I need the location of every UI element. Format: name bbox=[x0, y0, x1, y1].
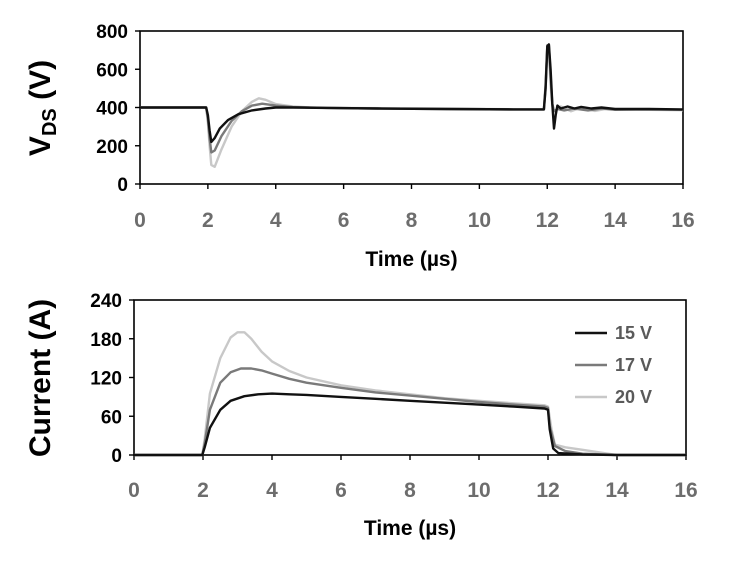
current-series-20v bbox=[134, 331, 686, 457]
current-series-15v bbox=[134, 392, 686, 457]
current-series-17v bbox=[134, 367, 686, 457]
current-x-tick-label: 2 bbox=[197, 479, 209, 502]
voltage-x-tick-label: 10 bbox=[468, 209, 491, 232]
voltage-x-tick-label: 8 bbox=[406, 209, 418, 232]
voltage-y-tick-label: 600 bbox=[96, 60, 128, 81]
current-x-tick-label: 0 bbox=[128, 479, 140, 502]
current-x-tick-label: 8 bbox=[404, 479, 416, 502]
current-y-tick-label: 0 bbox=[111, 446, 122, 467]
voltage-y-tick-label: 200 bbox=[96, 137, 128, 158]
voltage-x-tick-label: 14 bbox=[603, 209, 627, 232]
current-x-tick-label: 10 bbox=[467, 479, 490, 502]
current-y-tick-label: 60 bbox=[101, 407, 122, 428]
voltage-y-tick-label: 0 bbox=[117, 175, 128, 196]
current-x-axis-title: Time (µs) bbox=[364, 517, 456, 540]
voltage-x-tick-label: 12 bbox=[536, 209, 559, 232]
voltage-x-tick-label: 0 bbox=[134, 209, 146, 232]
current-x-tick-label: 4 bbox=[266, 479, 278, 502]
voltage-x-tick-label: 2 bbox=[202, 209, 214, 232]
current-y-tick-label: 240 bbox=[90, 291, 122, 312]
legend-label-15v: 15 V bbox=[615, 323, 652, 343]
current-x-tick-label: 12 bbox=[536, 479, 559, 502]
voltage-x-tick-label: 4 bbox=[270, 209, 282, 232]
voltage-x-tick-label: 16 bbox=[671, 209, 694, 232]
current-x-tick-label: 16 bbox=[674, 479, 697, 502]
current-y-tick-label: 120 bbox=[90, 369, 122, 390]
current-y-axis-title: Current (A) bbox=[24, 299, 57, 457]
voltage-series-15v bbox=[140, 43, 684, 144]
voltage-y-tick-label: 400 bbox=[96, 99, 128, 120]
voltage-x-tick-label: 6 bbox=[338, 209, 350, 232]
current-y-tick-label: 180 bbox=[90, 330, 122, 351]
current-plot-frame bbox=[133, 299, 687, 456]
voltage-series-17v bbox=[140, 44, 684, 154]
legend-label-17v: 17 V bbox=[615, 355, 652, 375]
voltage-x-axis-title: Time (µs) bbox=[365, 248, 457, 271]
legend-label-20v: 20 V bbox=[615, 387, 652, 407]
current-x-tick-label: 6 bbox=[335, 479, 347, 502]
current-x-tick-label: 14 bbox=[605, 479, 629, 502]
voltage-y-tick-label: 800 bbox=[96, 22, 128, 43]
voltage-y-axis-title: VDS (V) bbox=[24, 60, 61, 156]
